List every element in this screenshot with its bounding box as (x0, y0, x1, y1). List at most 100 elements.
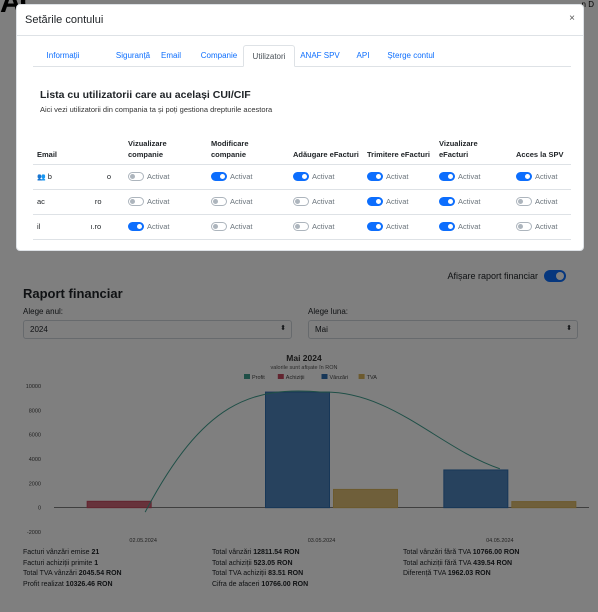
account-settings-modal: Setările contului × Informații Siguranță E… (16, 4, 584, 251)
permission-toggle-group: Activat (367, 172, 431, 181)
permission-cell: Activat (289, 189, 363, 215)
user-admin-icon: 👥 (37, 174, 46, 181)
permission-toggle-group: Activat (211, 197, 285, 206)
tab-7[interactable]: Șterge contul (387, 51, 435, 60)
user-email-start: b (47, 172, 52, 181)
user-email-start: il (37, 222, 41, 231)
permission-toggle[interactable] (439, 197, 455, 206)
column-header-1: Vizualizare companie (124, 129, 207, 165)
permission-toggle[interactable] (211, 197, 227, 206)
permission-status-label: Activat (458, 172, 481, 181)
permission-cell: Activat (124, 214, 207, 240)
permission-status-label: Activat (230, 197, 253, 206)
permission-toggle[interactable] (367, 172, 383, 181)
permission-toggle[interactable] (128, 172, 144, 181)
permission-toggle-group: Activat (128, 172, 203, 181)
permission-status-label: Activat (386, 222, 409, 231)
permission-cell: Activat (207, 164, 289, 190)
permission-status-label: Activat (147, 222, 170, 231)
permission-cell: Activat (512, 164, 571, 190)
tab-2[interactable]: Email (160, 51, 181, 60)
permission-toggle[interactable] (211, 172, 227, 181)
table-row: il ı.ro Activat Activat Activat Activat Activa… (33, 214, 571, 240)
permission-toggle-group: Activat (439, 222, 508, 231)
permission-toggle[interactable] (367, 197, 383, 206)
tab-0[interactable]: Informații (46, 51, 80, 60)
permission-cell: Activat (124, 189, 207, 215)
permission-toggle-group: Activat (367, 222, 431, 231)
permission-cell: Activat (124, 164, 207, 190)
permission-status-label: Activat (230, 172, 253, 181)
permission-status-label: Activat (535, 197, 558, 206)
permission-status-label: Activat (535, 172, 558, 181)
permission-cell: Activat (363, 214, 435, 240)
user-email-cell: 👥 b o (33, 164, 124, 190)
column-header-6: Acces la SPV (512, 129, 571, 165)
permission-toggle[interactable] (293, 197, 309, 206)
permission-toggle-group: Activat (211, 172, 285, 181)
permission-toggle[interactable] (128, 222, 144, 231)
permission-toggle[interactable] (516, 197, 532, 206)
permission-toggle-group: Activat (293, 172, 359, 181)
column-header-2: Modificare companie (207, 129, 289, 165)
users-list-subtitle: Aici vezi utilizatorii din compania ta ș… (40, 105, 273, 114)
permission-cell: Activat (289, 214, 363, 240)
permission-cell: Activat (207, 189, 289, 215)
permission-status-label: Activat (535, 222, 558, 231)
permission-toggle[interactable] (128, 197, 144, 206)
permission-toggle-group: Activat (439, 197, 508, 206)
permission-toggle-group: Activat (128, 197, 203, 206)
column-header-4: Trimitere eFacturi (363, 129, 435, 165)
user-email: il ı.ro (37, 222, 101, 231)
permission-status-label: Activat (458, 197, 481, 206)
permission-toggle-group: Activat (516, 172, 567, 181)
permission-toggle[interactable] (367, 222, 383, 231)
permission-toggle[interactable] (293, 172, 309, 181)
users-table: Email Vizualizare companie Modificare comp… (33, 129, 571, 240)
permission-toggle-group: Activat (516, 222, 567, 231)
permission-toggle-group: Activat (293, 222, 359, 231)
permission-status-label: Activat (312, 222, 335, 231)
table-row: ac ro Activat Activat Activat Activat Activat A… (33, 189, 571, 215)
tab-5[interactable]: ANAF SPV (300, 51, 340, 60)
permission-status-label: Activat (312, 197, 335, 206)
tab-1[interactable]: Siguranță (115, 51, 151, 60)
permission-toggle[interactable] (516, 172, 532, 181)
tab-6[interactable]: API (356, 51, 370, 60)
permission-toggle-group: Activat (293, 197, 359, 206)
permission-status-label: Activat (386, 197, 409, 206)
modal-header: Setările contului × (17, 5, 583, 36)
permission-toggle[interactable] (516, 222, 532, 231)
permission-toggle-group: Activat (211, 222, 285, 231)
tab-4[interactable]: Utilizatori (243, 45, 295, 67)
permission-status-label: Activat (230, 222, 253, 231)
permission-toggle-group: Activat (367, 197, 431, 206)
permission-toggle-group: Activat (128, 222, 203, 231)
permission-toggle[interactable] (211, 222, 227, 231)
users-table-body: 👥 b o Activat Activat Activat Activat Activat Ac… (33, 164, 571, 240)
permission-cell: Activat (289, 164, 363, 190)
permission-toggle-group: Activat (439, 172, 508, 181)
permission-cell: Activat (435, 164, 512, 190)
users-list-title: Lista cu utilizatorii care au același CU… (40, 89, 251, 101)
users-table-header: Email Vizualizare companie Modificare comp… (33, 129, 571, 165)
permission-toggle[interactable] (439, 172, 455, 181)
table-row: 👥 b o Activat Activat Activat Activat Activat Ac… (33, 164, 571, 190)
permission-cell: Activat (435, 189, 512, 215)
tab-3[interactable]: Companie (200, 51, 238, 60)
user-email-cell: il ı.ro (33, 214, 124, 240)
permission-toggle-group: Activat (516, 197, 567, 206)
permission-cell: Activat (363, 164, 435, 190)
permission-status-label: Activat (458, 222, 481, 231)
settings-tabs: Informații Siguranță Email Companie Utilizat… (33, 45, 571, 67)
close-button[interactable]: × (569, 13, 575, 24)
permission-status-label: Activat (147, 197, 170, 206)
permission-toggle[interactable] (293, 222, 309, 231)
permission-status-label: Activat (147, 172, 170, 181)
permission-cell: Activat (363, 189, 435, 215)
column-header-5: Vizualizare eFacturi (435, 129, 512, 165)
user-email-end: ro (94, 197, 102, 206)
permission-toggle[interactable] (439, 222, 455, 231)
user-email: 👥 b o (37, 172, 111, 181)
user-email-cell: ac ro (33, 189, 124, 215)
